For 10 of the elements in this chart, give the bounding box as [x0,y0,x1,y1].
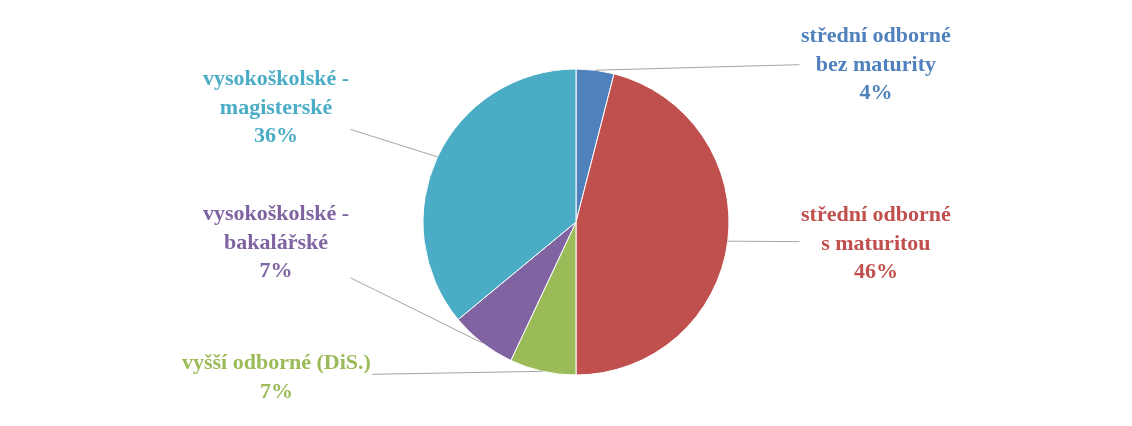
slice-label: vyšší odborné (DiS.) [182,349,371,374]
slice-label: střední odborné s maturitou [801,201,951,255]
data-label: 7% [259,257,293,283]
slice-label: vysokoškolské - magisterské [203,65,350,119]
data-label: 4% [859,79,893,105]
slice-label: vysokoškolské - bakalářské [203,200,350,254]
data-label: 7% [259,377,293,403]
slice-label: střední odborné bez maturity [801,22,951,76]
data-label: 36% [254,122,299,148]
data-label: 46% [853,258,898,284]
